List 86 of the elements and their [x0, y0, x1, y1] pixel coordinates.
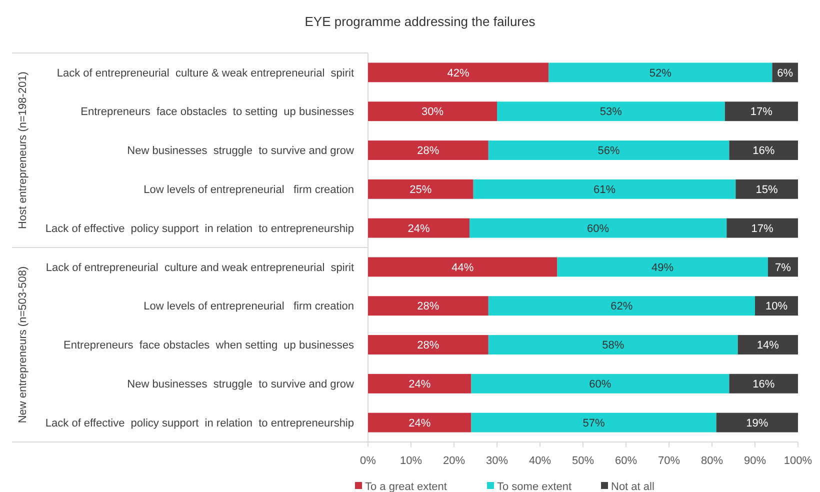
bar [469, 218, 727, 238]
x-tick-label: 0% [360, 454, 376, 467]
data-label: 61% [593, 184, 616, 196]
x-tick-label: 100% [784, 454, 812, 467]
data-label: 24% [408, 378, 431, 390]
x-tick-label: 40% [528, 454, 552, 467]
bar [471, 374, 730, 394]
y-tick-label: Low levels of entrepreneurial firm creation [144, 300, 354, 313]
legend-label: Not at all [611, 480, 654, 492]
data-label: 19% [746, 417, 768, 430]
data-label: 14% [756, 340, 780, 352]
data-label: 6% [777, 67, 794, 80]
bar [488, 296, 755, 316]
x-tick-label: 10% [400, 454, 422, 467]
data-label: 52% [649, 67, 672, 80]
data-label: 42% [447, 67, 470, 80]
bar [368, 140, 488, 160]
bar [729, 140, 798, 160]
legend-label: To a great extent [365, 480, 447, 492]
bar [716, 412, 798, 432]
x-tick-label: 90% [744, 454, 766, 467]
bar [724, 102, 798, 122]
bar [368, 102, 497, 122]
y-tick-label: New businesses struggle to survive and grow [127, 145, 354, 158]
bar [488, 140, 730, 160]
x-tick-label: 80% [700, 454, 724, 467]
data-label: 57% [582, 417, 605, 430]
bar [557, 257, 768, 277]
bar [736, 179, 798, 199]
y-tick-label: Lack of effective policy support in relation to entrepreneurship [45, 222, 354, 235]
bar [368, 374, 472, 394]
data-label: 15% [756, 184, 778, 196]
text: Host entrepreneurs (n=198-201) [16, 72, 29, 229]
data-label: 28% [417, 145, 440, 158]
bar [368, 218, 470, 238]
x-tick-label: 20% [442, 454, 466, 467]
data-label: 60% [589, 378, 612, 390]
data-label: 24% [408, 222, 430, 235]
y-tick-label: Entrepreneurs face obstacles when setting up businesses [64, 340, 354, 352]
bar [726, 218, 798, 238]
data-label: 58% [602, 340, 624, 352]
x-tick-label: 70% [658, 454, 680, 467]
data-label: 30% [421, 106, 444, 118]
text: New entrepreneurs (n=503-508) [16, 266, 29, 424]
data-label: 56% [598, 145, 620, 158]
data-label: 24% [408, 417, 431, 430]
data-label: 17% [750, 106, 773, 118]
data-label: 28% [417, 340, 440, 352]
bar [497, 102, 725, 122]
bar [548, 62, 772, 82]
data-label: 44% [452, 262, 474, 274]
bar [755, 296, 798, 316]
data-label: 16% [752, 145, 775, 158]
x-tick-label: 30% [486, 454, 508, 467]
y-tick-label: Low levels of entrepreneurial firm creation [144, 184, 354, 196]
data-label: 17% [751, 222, 774, 235]
data-label: 25% [410, 184, 432, 196]
x-tick-label: 50% [572, 454, 594, 467]
data-label: 62% [610, 300, 633, 313]
y-tick-label: Entrepreneurs face obstacles to setting up businesses [80, 106, 354, 118]
data-label: 28% [417, 300, 440, 313]
x-tick-label: 60% [614, 454, 638, 467]
bar [471, 412, 716, 432]
legend-label: To some extent [497, 480, 572, 492]
y-tick-label: Lack of entrepreneurial culture and weak entrepreneurial spirit [46, 262, 354, 274]
bar [368, 62, 549, 82]
data-label: 16% [752, 378, 775, 390]
bar [368, 335, 488, 354]
y-tick-label: Lack of effective policy support in relation to entrepreneurship [45, 417, 354, 430]
data-label: 7% [774, 262, 792, 274]
bar [368, 257, 558, 277]
bar [488, 335, 738, 354]
y-tick-label: Lack of entrepreneurial culture & weak entrepreneurial spirit [56, 67, 354, 80]
y-tick-label: New businesses struggle to survive and grow [127, 378, 354, 390]
bar [473, 179, 736, 199]
data-label: 60% [587, 222, 610, 235]
data-label: 10% [765, 300, 788, 313]
bar [768, 257, 798, 277]
chart-title: EYE programme addressing the failures [304, 14, 536, 29]
bar [729, 374, 798, 394]
data-label: 53% [600, 106, 622, 118]
bar [368, 179, 474, 199]
bar [738, 335, 798, 354]
bar [368, 296, 488, 316]
data-label: 49% [652, 262, 674, 274]
bar [368, 412, 472, 432]
